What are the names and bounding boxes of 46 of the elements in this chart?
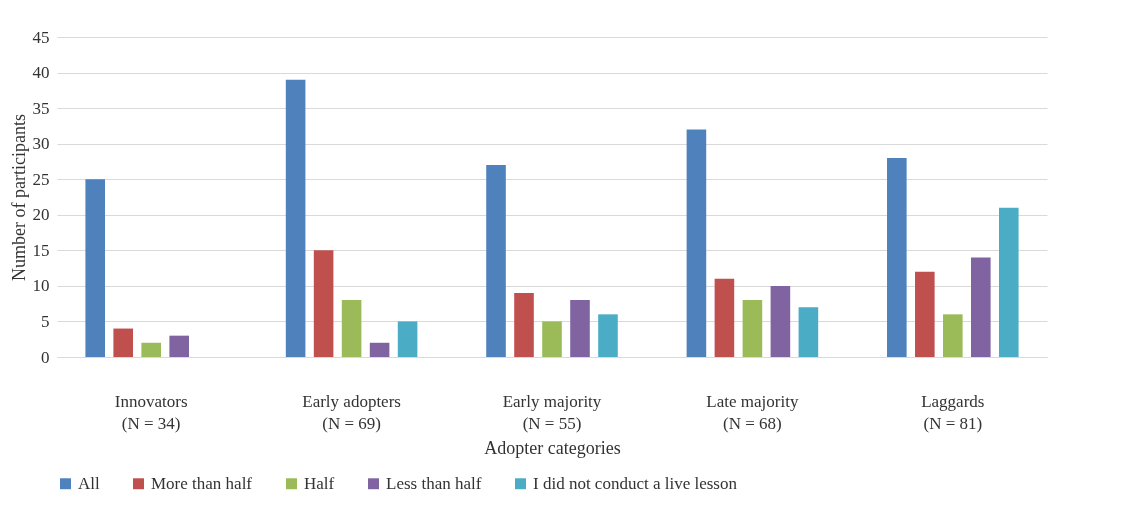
bar (971, 257, 991, 357)
y-tick-label: 20 (32, 205, 50, 225)
y-tick-label: 10 (32, 276, 50, 296)
bar (85, 179, 105, 357)
bar (714, 278, 735, 357)
x-tick-label: Innovators (N = 34) (114, 391, 188, 433)
bar (999, 207, 1019, 357)
bar (285, 79, 306, 357)
bar (742, 300, 763, 357)
bar (397, 321, 418, 357)
bar (943, 314, 963, 357)
legend-label: Half (304, 473, 335, 493)
legend-label: I did not conduct a live lesson (533, 473, 738, 493)
y-tick-label: 30 (32, 134, 50, 154)
legend-label: Less than half (386, 473, 482, 493)
y-axis-title: Number of participants (8, 114, 29, 281)
x-axis-title: Adopter categories (484, 437, 621, 458)
bar (169, 335, 189, 357)
bar (770, 285, 791, 357)
bar (887, 157, 907, 357)
x-tick-label: Laggards (N = 81) (921, 391, 985, 433)
bar (113, 328, 133, 357)
x-tick-label: Early majority (N = 55) (502, 391, 602, 433)
bar (542, 321, 562, 357)
x-tick-label: Early adopters (N = 69) (302, 391, 401, 433)
y-tick-label: 40 (32, 63, 50, 83)
bar (570, 300, 590, 357)
bar (514, 293, 534, 357)
y-tick-label: 15 (32, 240, 50, 260)
y-tick-label: 5 (41, 311, 50, 331)
bar (369, 342, 390, 357)
bar (798, 307, 819, 357)
bar (915, 271, 935, 357)
bar (313, 250, 334, 357)
y-tick-label: 45 (32, 27, 50, 47)
bar (341, 300, 362, 357)
y-tick-label: 0 (41, 347, 50, 367)
bar (598, 314, 618, 357)
bar (141, 342, 161, 357)
legend-label: More than half (151, 473, 253, 493)
legend-label: All (78, 473, 100, 493)
bar (486, 165, 506, 357)
x-tick-label: Late majority (N = 68) (706, 391, 799, 433)
bar (686, 129, 707, 357)
y-tick-label: 35 (32, 98, 50, 118)
y-tick-label: 25 (32, 169, 50, 189)
